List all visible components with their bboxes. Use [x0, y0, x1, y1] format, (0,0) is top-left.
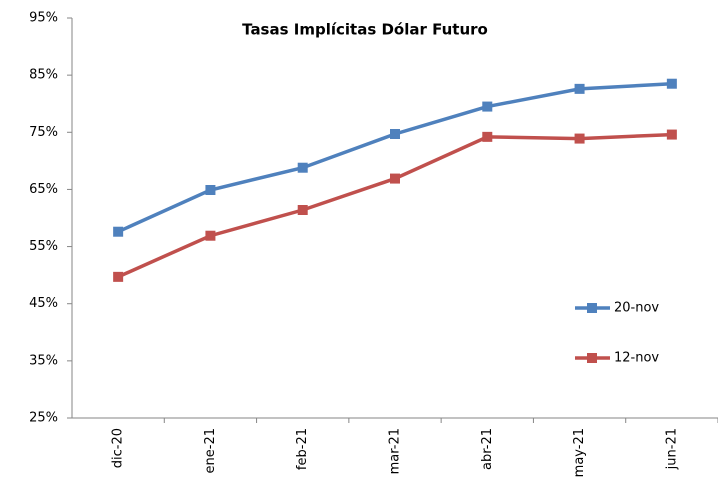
x-tick-label: dic-20 — [111, 428, 126, 468]
series-line — [117, 132, 672, 279]
legend-label: 20-nov — [614, 301, 659, 316]
data-point — [666, 78, 677, 89]
data-point — [482, 101, 493, 112]
data-point — [482, 131, 493, 142]
data-point — [574, 133, 585, 144]
data-point — [390, 129, 400, 139]
x-tick-label: may-21 — [572, 428, 587, 477]
x-tick-label: ene-21 — [203, 428, 218, 473]
x-tick-label: mar-21 — [388, 428, 403, 474]
x-tick-label: feb-21 — [295, 428, 310, 470]
data-point — [205, 230, 216, 241]
data-point — [113, 226, 124, 237]
data-point — [390, 173, 400, 184]
y-tick-label: 95% — [29, 11, 58, 26]
data-point — [297, 162, 308, 173]
y-tick-label: 25% — [29, 411, 58, 426]
data-point — [205, 185, 216, 195]
data-point — [666, 129, 677, 140]
legend-label: 12-nov — [614, 351, 659, 366]
y-tick-label: 45% — [29, 296, 58, 311]
y-tick-label: 85% — [29, 68, 58, 83]
data-point — [574, 83, 585, 94]
legend-marker — [587, 303, 597, 313]
data-point — [113, 271, 124, 282]
chart-title: Tasas Implícitas Dólar Futuro — [242, 21, 488, 39]
y-tick-label: 55% — [29, 239, 58, 254]
legend-marker — [587, 353, 597, 363]
data-point — [297, 205, 308, 215]
series-line — [117, 81, 672, 234]
x-tick-label: jun-21 — [664, 428, 679, 470]
y-tick-label: 35% — [29, 353, 58, 368]
y-tick-label: 75% — [29, 125, 58, 140]
y-tick-label: 65% — [29, 182, 58, 197]
x-tick-label: abr-21 — [480, 428, 495, 470]
